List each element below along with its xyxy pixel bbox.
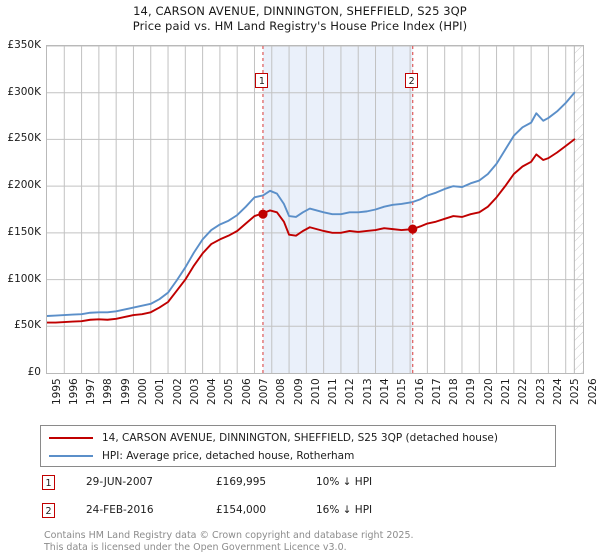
y-tick-label: £350K	[7, 39, 41, 51]
legend-row-series2: HPI: Average price, detached house, Roth…	[41, 448, 354, 464]
x-tick-label: 1995	[50, 378, 63, 405]
y-tick-label: £150K	[7, 225, 41, 238]
x-tick-label: 2017	[430, 378, 443, 405]
chart-legend: 14, CARSON AVENUE, DINNINGTON, SHEFFIELD…	[40, 425, 556, 467]
x-tick-label: 2023	[534, 378, 547, 405]
x-tick-label: 2008	[275, 378, 288, 405]
transaction-hpi-delta: 10% ↓ HPI	[316, 476, 373, 488]
y-tick-label: £200K	[7, 179, 41, 192]
chart-container: £0 £50K £100K £150K £200K £250K £300K £350K 199…	[0, 0, 600, 420]
transaction-index-badge: 1	[42, 475, 55, 490]
x-tick-label: 2025	[569, 378, 582, 405]
x-tick-label: 2002	[171, 378, 184, 405]
gridlines-layer	[47, 46, 583, 373]
legend-swatch-series2	[49, 455, 93, 457]
y-tick-label: £50K	[14, 319, 41, 332]
y-tick-label: £0	[27, 366, 41, 378]
title-line-1: 14, CARSON AVENUE, DINNINGTON, SHEFFIELD…	[133, 4, 467, 18]
plot-area	[46, 45, 584, 374]
x-tick-label: 2001	[154, 378, 167, 405]
x-tick-label: 2022	[517, 378, 530, 405]
transaction-price: £154,000	[216, 504, 267, 516]
x-tick-label: 2009	[292, 378, 305, 405]
page-title: 14, CARSON AVENUE, DINNINGTON, SHEFFIELD…	[0, 4, 600, 34]
x-tick-label: 2000	[136, 378, 149, 405]
x-tick-label: 2016	[413, 378, 426, 405]
transaction-marker-2: 2	[405, 73, 419, 88]
x-tick-label: 2013	[361, 378, 374, 405]
y-tick-label: £250K	[7, 132, 41, 145]
x-tick-label: 2021	[500, 378, 513, 405]
x-tick-label: 2024	[551, 378, 564, 405]
x-tick-label: 2003	[188, 378, 201, 405]
transaction-dots-layer	[258, 209, 418, 234]
x-tick-label: 2005	[223, 378, 236, 405]
x-tick-label: 2015	[396, 378, 409, 405]
x-tick-label: 2006	[240, 378, 253, 405]
x-tick-label: 1999	[119, 378, 132, 405]
future-region-layer	[573, 46, 583, 373]
transaction-date: 24-FEB-2016	[86, 504, 154, 516]
footer-line-2: This data is licensed under the Open Gov…	[44, 541, 347, 553]
x-tick-label: 2026	[586, 378, 599, 405]
x-tick-label: 2018	[448, 378, 461, 405]
x-tick-label: 2011	[327, 378, 340, 405]
x-tick-label: 2014	[379, 378, 392, 405]
transaction-hpi-delta: 16% ↓ HPI	[316, 504, 373, 516]
chart-svg	[47, 46, 583, 373]
legend-row-series1: 14, CARSON AVENUE, DINNINGTON, SHEFFIELD…	[41, 430, 498, 446]
transaction-date: 29-JUN-2007	[86, 476, 153, 488]
title-line-2: Price paid vs. HM Land Registry's House …	[132, 19, 468, 33]
x-tick-label: 2020	[482, 378, 495, 405]
series-lines-layer	[47, 91, 576, 324]
y-tick-label: £100K	[7, 272, 41, 285]
x-tick-label: 2012	[344, 378, 357, 405]
transaction-index-badge: 2	[42, 503, 55, 518]
x-tick-label: 1998	[102, 378, 115, 405]
x-tick-label: 2007	[257, 378, 270, 405]
legend-swatch-series1	[49, 437, 93, 439]
transaction-vlines-layer	[262, 46, 414, 373]
legend-label-series1: 14, CARSON AVENUE, DINNINGTON, SHEFFIELD…	[102, 432, 498, 444]
highlight-band-layer	[263, 46, 413, 373]
x-tick-label: 1997	[85, 378, 98, 405]
y-tick-label: £300K	[7, 85, 41, 98]
y-axis-labels: £0 £50K £100K £150K £200K £250K £300K £350K	[0, 0, 44, 420]
x-tick-label: 1996	[67, 378, 80, 405]
copyright-footer: Contains HM Land Registry data © Crown c…	[44, 530, 584, 553]
x-axis-labels: 1995 1996 1997 1998 1999 2000 2001 2002 2003 2004…	[0, 0, 600, 405]
x-tick-label: 2010	[309, 378, 322, 405]
transaction-marker-1: 1	[255, 73, 269, 88]
footer-line-1: Contains HM Land Registry data © Crown c…	[44, 530, 414, 541]
x-tick-label: 2019	[465, 378, 478, 405]
legend-label-series2: HPI: Average price, detached house, Roth…	[102, 450, 355, 462]
x-tick-label: 2004	[206, 378, 219, 405]
transaction-price: £169,995	[216, 476, 267, 488]
